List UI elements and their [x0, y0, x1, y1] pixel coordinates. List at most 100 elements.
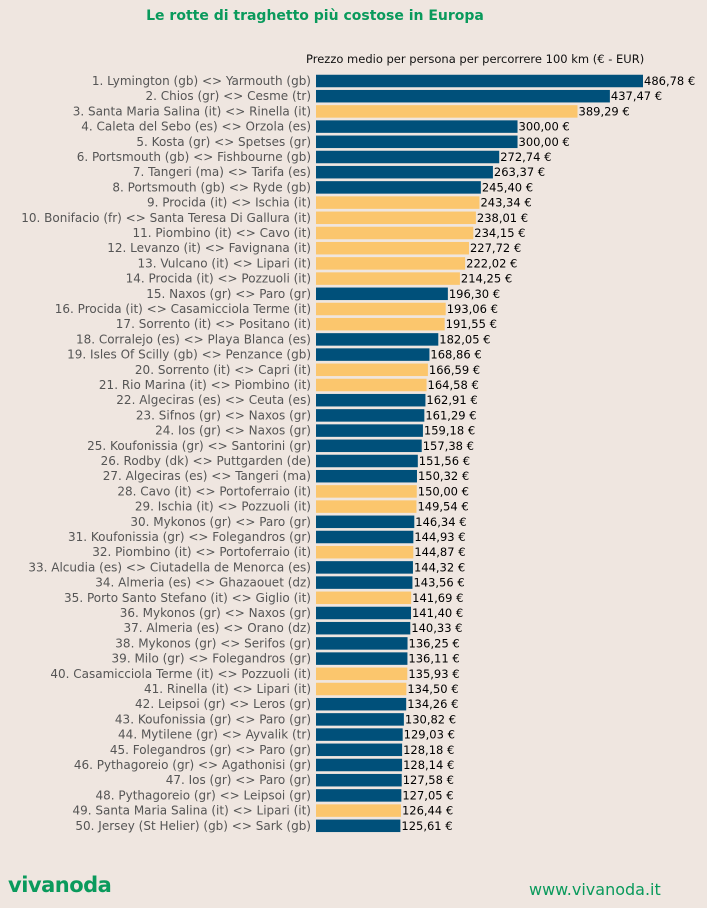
value-label: 151,56 € — [419, 454, 470, 468]
value-label: 162,91 € — [426, 393, 477, 407]
value-label: 130,82 € — [405, 712, 456, 726]
bar — [316, 728, 403, 741]
value-label: 222,02 € — [466, 256, 517, 270]
value-label: 128,14 € — [403, 758, 454, 772]
bar — [316, 363, 428, 377]
value-label: 182,05 € — [439, 332, 490, 346]
value-label: 144,32 € — [414, 560, 465, 574]
value-label: 144,93 € — [414, 530, 465, 544]
category-label: 20. Sorrento (it) <> Capri (it) — [135, 363, 311, 377]
category-label: 31. Koufonissia (gr) <> Folegandros (gr) — [68, 530, 311, 544]
category-label: 47. Ios (gr) <> Paro (gr) — [166, 773, 311, 787]
bar — [316, 74, 643, 88]
category-label: 44. Mytilene (gr) <> Ayvalik (tr) — [118, 728, 311, 742]
bar — [316, 196, 480, 209]
bar — [316, 606, 411, 620]
category-label: 34. Almeria (es) <> Ghazaouet (dz) — [95, 576, 311, 590]
category-label: 38. Mykonos (gr) <> Serifos (gr) — [115, 636, 311, 650]
bar — [316, 743, 403, 757]
category-label: 26. Rodby (dk) <> Puttgarden (de) — [101, 454, 311, 468]
category-label: 45. Folegandros (gr) <> Paro (gr) — [110, 743, 311, 757]
bar — [316, 165, 493, 179]
category-label: 48. Pythagoreio (gr) <> Leipsoi (gr) — [95, 788, 311, 802]
bar — [316, 530, 414, 544]
value-label: 140,33 € — [411, 621, 462, 635]
value-label: 193,06 € — [447, 302, 498, 316]
bar — [316, 120, 518, 133]
value-label: 141,40 € — [412, 606, 463, 620]
x-axis-label: Prezzo medio per persona per percorrere … — [306, 52, 645, 66]
value-label: 263,37 € — [494, 165, 545, 179]
bar — [316, 485, 417, 498]
value-label: 234,15 € — [474, 226, 525, 240]
category-label: 42. Leipsoi (gr) <> Leros (gr) — [135, 697, 311, 711]
category-label: 40. Casamicciola Terme (it) <> Pozzuoli … — [50, 667, 311, 681]
bar — [316, 257, 466, 270]
value-label: 127,05 € — [402, 788, 453, 802]
value-label: 134,26 € — [407, 697, 458, 711]
bar — [316, 135, 518, 149]
bar — [316, 682, 407, 696]
bar — [316, 804, 401, 817]
category-label: 1. Lymington (gb) <> Yarmouth (gb) — [92, 74, 311, 88]
bar — [316, 576, 413, 589]
category-label: 37. Almeria (es) <> Orano (dz) — [124, 621, 311, 635]
category-label: 24. Ios (gr) <> Naxos (gr) — [155, 424, 311, 438]
category-label: 28. Cavo (it) <> Portoferraio (it) — [117, 484, 311, 498]
bar — [316, 241, 469, 255]
value-label: 238,01 € — [477, 211, 528, 225]
category-label: 12. Levanzo (it) <> Favignana (it) — [107, 241, 311, 255]
value-label: 245,40 € — [482, 180, 533, 194]
value-label: 164,58 € — [428, 378, 479, 392]
value-label: 149,54 € — [417, 500, 468, 514]
value-label: 146,34 € — [415, 515, 466, 529]
category-label: 7. Tangeri (ma) <> Tarifa (es) — [133, 165, 311, 179]
value-label: 128,18 € — [403, 743, 454, 757]
bar — [316, 469, 417, 483]
value-label: 300,00 € — [519, 135, 570, 149]
value-label: 214,25 € — [461, 272, 512, 286]
bar — [316, 89, 610, 103]
category-label: 39. Milo (gr) <> Folegandros (gr) — [112, 652, 311, 666]
bar — [316, 667, 408, 681]
value-label: 143,56 € — [413, 576, 464, 590]
bar — [316, 439, 422, 453]
bar — [316, 226, 474, 240]
value-label: 272,74 € — [500, 150, 551, 164]
category-label: 4. Caleta del Sebo (es) <> Orzola (es) — [81, 120, 311, 134]
category-label: 23. Sifnos (gr) <> Naxos (gr) — [136, 408, 311, 422]
value-label: 136,11 € — [408, 652, 459, 666]
bar — [316, 317, 445, 331]
value-label: 126,44 € — [402, 804, 453, 818]
category-label: 27. Algeciras (es) <> Tangeri (ma) — [103, 469, 311, 483]
chart-title: Le rotte di traghetto più costose in Eur… — [146, 8, 484, 24]
value-label: 227,72 € — [470, 241, 521, 255]
value-label: 196,30 € — [449, 287, 500, 301]
category-label: 19. Isles Of Scilly (gb) <> Penzance (gb… — [67, 348, 311, 362]
vivanoda-logo[interactable]: vivanoda — [8, 873, 112, 897]
value-label: 486,78 € — [644, 74, 695, 88]
bar-chart: 1. Lymington (gb) <> Yarmouth (gb) 486,78… — [21, 74, 695, 833]
value-label: 157,38 € — [423, 439, 474, 453]
category-label: 5. Kosta (gr) <> Spetses (gr) — [136, 135, 311, 149]
value-label: 136,25 € — [409, 636, 460, 650]
bar — [316, 697, 407, 711]
value-label: 300,00 € — [519, 120, 570, 134]
bar — [316, 637, 408, 650]
bar — [316, 652, 408, 665]
category-label: 43. Koufonissia (gr) <> Paro (gr) — [115, 712, 311, 726]
category-label: 36. Mykonos (gr) <> Naxos (gr) — [120, 606, 311, 620]
value-label: 150,32 € — [418, 469, 469, 483]
bar — [316, 454, 418, 468]
category-label: 30. Mykonos (gr) <> Paro (gr) — [130, 515, 311, 529]
bar — [316, 393, 426, 407]
category-label: 49. Santa Maria Salina (it) <> Lipari (i… — [72, 804, 311, 818]
value-label: 159,18 € — [424, 424, 475, 438]
category-label: 15. Naxos (gr) <> Paro (gr) — [146, 287, 311, 301]
bar — [316, 773, 402, 787]
bar — [316, 105, 578, 118]
value-label: 437,47 € — [611, 89, 662, 103]
category-label: 35. Porto Santo Stefano (it) <> Giglio (… — [64, 591, 311, 605]
bar — [316, 348, 430, 361]
website-link[interactable]: www.vivanoda.it — [529, 880, 661, 899]
